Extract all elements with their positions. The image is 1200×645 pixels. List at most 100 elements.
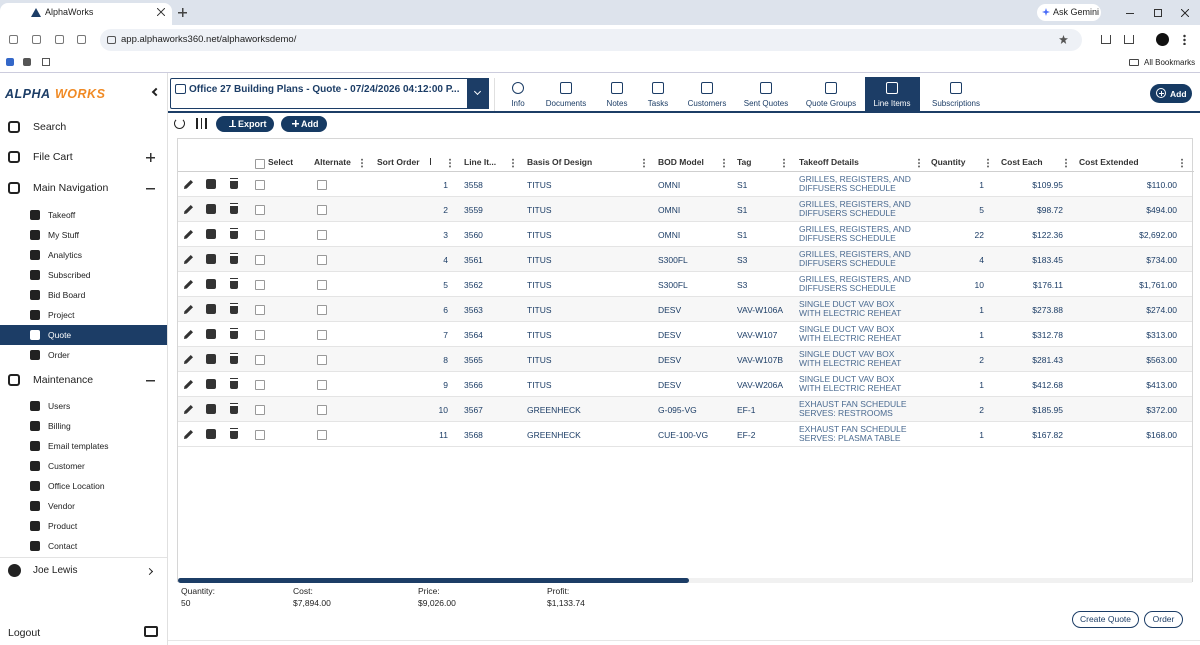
tab-label[interactable]: Line Items xyxy=(873,99,911,108)
nav-item[interactable]: Users xyxy=(48,401,71,411)
edit-icon[interactable] xyxy=(184,355,193,364)
h-scrollbar-thumb[interactable] xyxy=(178,578,689,583)
copy-icon[interactable] xyxy=(206,404,216,414)
select-checkbox[interactable] xyxy=(255,405,265,415)
user-chevron[interactable] xyxy=(145,567,154,576)
column-menu[interactable] xyxy=(449,158,451,168)
select-checkbox[interactable] xyxy=(255,255,265,265)
copy-icon[interactable] xyxy=(206,254,216,264)
tab-label[interactable]: Subscriptions xyxy=(931,99,981,108)
delete-icon[interactable] xyxy=(230,329,238,339)
alternate-checkbox[interactable] xyxy=(317,180,327,190)
header-add-button[interactable]: Add xyxy=(1150,84,1192,103)
copy-icon[interactable] xyxy=(206,329,216,339)
column-menu[interactable] xyxy=(1065,158,1067,168)
select-checkbox[interactable] xyxy=(255,430,265,440)
bookmark-star[interactable] xyxy=(1059,35,1068,44)
delete-icon[interactable] xyxy=(230,429,238,439)
window-max[interactable] xyxy=(1154,9,1162,17)
tab-label[interactable]: Notes xyxy=(606,99,628,108)
nav-item[interactable]: Search xyxy=(33,121,67,133)
copy-icon[interactable] xyxy=(206,354,216,364)
edit-icon[interactable] xyxy=(184,380,193,389)
column-menu[interactable] xyxy=(361,158,363,168)
alternate-checkbox[interactable] xyxy=(317,205,327,215)
column-header[interactable]: BOD Model xyxy=(658,157,704,167)
window-close[interactable] xyxy=(1181,9,1189,17)
tab-close[interactable] xyxy=(157,8,165,16)
alternate-checkbox[interactable] xyxy=(317,255,327,265)
nav-group[interactable]: Maintenance xyxy=(33,374,94,386)
select-checkbox[interactable] xyxy=(255,355,265,365)
delete-icon[interactable] xyxy=(230,279,238,289)
profile[interactable] xyxy=(1156,33,1169,46)
url[interactable]: app.alphaworks360.net/alphaworksdemo/ xyxy=(121,34,297,45)
delete-icon[interactable] xyxy=(230,179,238,189)
select-checkbox[interactable] xyxy=(255,330,265,340)
nav-item[interactable]: Subscribed xyxy=(48,270,91,280)
nav-item[interactable]: Takeoff xyxy=(48,210,76,220)
copy-icon[interactable] xyxy=(206,304,216,314)
select-checkbox[interactable] xyxy=(255,230,265,240)
nav-item[interactable]: Email templates xyxy=(48,441,109,451)
all-bookmarks[interactable]: All Bookmarks xyxy=(1144,58,1196,67)
alternate-checkbox[interactable] xyxy=(317,355,327,365)
alternate-checkbox[interactable] xyxy=(317,330,327,340)
tab-label[interactable]: Customers xyxy=(687,99,727,108)
edit-icon[interactable] xyxy=(184,430,193,439)
nav-home[interactable] xyxy=(77,35,86,44)
column-header[interactable]: Takeoff Details xyxy=(799,157,859,167)
devtools-icon[interactable] xyxy=(1124,35,1134,44)
delete-icon[interactable] xyxy=(230,304,238,314)
select-all-checkbox[interactable] xyxy=(255,159,265,169)
tab-label[interactable]: Tasks xyxy=(647,99,669,108)
delete-icon[interactable] xyxy=(230,204,238,214)
nav-item[interactable]: Vendor xyxy=(48,501,75,511)
edit-icon[interactable] xyxy=(184,180,193,189)
nav-forward[interactable] xyxy=(32,35,41,44)
column-menu[interactable] xyxy=(723,158,725,168)
edit-icon[interactable] xyxy=(184,330,193,339)
select-checkbox[interactable] xyxy=(255,305,265,315)
columns-icon[interactable] xyxy=(196,118,207,129)
column-menu[interactable] xyxy=(643,158,645,168)
nav-item[interactable]: Analytics xyxy=(48,250,83,260)
nav-item[interactable]: Order xyxy=(48,350,70,360)
nav-item[interactable]: Billing xyxy=(48,421,71,431)
toolbar-add-button[interactable]: Add xyxy=(281,116,327,132)
nav-item[interactable]: Contact xyxy=(48,541,78,551)
nav-item[interactable]: Bid Board xyxy=(48,290,86,300)
user-name[interactable]: Joe Lewis xyxy=(33,565,78,576)
edit-icon[interactable] xyxy=(184,230,193,239)
nav-item[interactable]: Office Location xyxy=(48,481,105,491)
tab-label[interactable]: Info xyxy=(511,99,525,108)
column-header[interactable]: Cost Extended xyxy=(1079,157,1139,167)
select-checkbox[interactable] xyxy=(255,280,265,290)
nav-reload[interactable] xyxy=(55,35,64,44)
download-icon[interactable] xyxy=(1101,35,1111,44)
edit-icon[interactable] xyxy=(184,405,193,414)
delete-icon[interactable] xyxy=(230,229,238,239)
edit-icon[interactable] xyxy=(184,255,193,264)
quote-select[interactable]: Office 27 Building Plans - Quote - 07/24… xyxy=(170,78,489,109)
column-menu[interactable] xyxy=(987,158,989,168)
logout-icon[interactable] xyxy=(144,626,158,637)
copy-icon[interactable] xyxy=(206,229,216,239)
copy-icon[interactable] xyxy=(206,379,216,389)
column-menu[interactable] xyxy=(512,158,514,168)
expand-icon[interactable] xyxy=(146,153,155,162)
collapse-sidebar[interactable] xyxy=(151,87,161,97)
copy-icon[interactable] xyxy=(206,279,216,289)
copy-icon[interactable] xyxy=(206,429,216,439)
alternate-checkbox[interactable] xyxy=(317,430,327,440)
menu-dots[interactable] xyxy=(1183,34,1186,45)
edit-icon[interactable] xyxy=(184,205,193,214)
column-header[interactable]: Alternate xyxy=(314,157,351,167)
column-header[interactable]: Line It... xyxy=(464,157,497,167)
column-menu[interactable] xyxy=(783,158,785,168)
nav-item[interactable]: My Stuff xyxy=(48,230,80,240)
collapse-icon[interactable] xyxy=(146,184,155,193)
column-header[interactable]: Basis Of Design xyxy=(527,157,593,167)
action-button[interactable]: Order xyxy=(1144,611,1183,628)
nav-item[interactable]: Customer xyxy=(48,461,85,471)
